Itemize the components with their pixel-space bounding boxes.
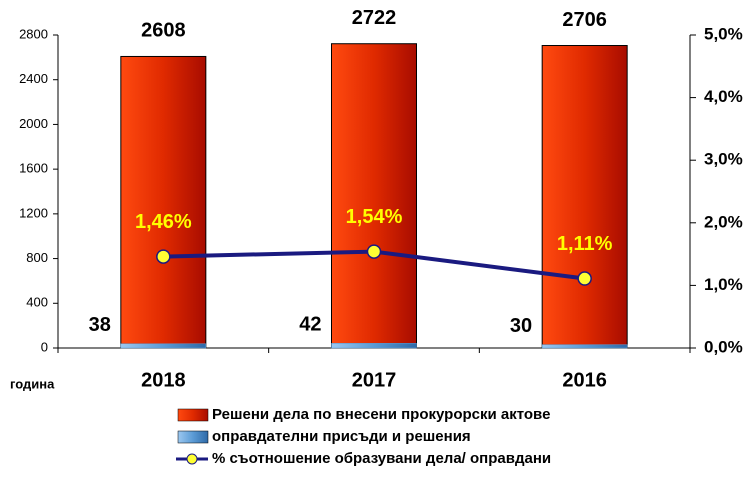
x-tick-label: 2016 bbox=[562, 369, 607, 391]
y-tick-label: 400 bbox=[26, 295, 48, 310]
data-label: 2608 bbox=[141, 20, 186, 42]
data-label: 30 bbox=[510, 315, 532, 337]
y2-tick-label: 4,0% bbox=[704, 87, 743, 106]
y-tick-label: 2800 bbox=[19, 26, 48, 41]
y-tick-label: 1600 bbox=[19, 161, 48, 176]
y-tick-label: 2400 bbox=[19, 71, 48, 86]
legend-label: оправдателни присъди и решения bbox=[212, 428, 471, 445]
data-label: 2722 bbox=[352, 7, 397, 29]
y-tick-label: 2000 bbox=[19, 116, 48, 131]
x-tick-label: 2017 bbox=[352, 369, 397, 391]
line-marker bbox=[577, 271, 592, 286]
data-label: 1,46% bbox=[135, 211, 192, 233]
y2-tick-label: 2,0% bbox=[704, 212, 743, 231]
legend-label: % съотношение образувани дела/ оправдани bbox=[212, 450, 551, 467]
bar bbox=[331, 343, 417, 349]
y2-tick-label: 5,0% bbox=[704, 24, 743, 43]
y2-tick-label: 1,0% bbox=[704, 275, 743, 294]
line-marker bbox=[366, 244, 382, 259]
data-label: 2706 bbox=[562, 9, 607, 31]
y-tick-label: 0 bbox=[41, 339, 48, 354]
legend-swatch bbox=[177, 430, 209, 444]
bar bbox=[120, 55, 207, 349]
legend-swatch bbox=[177, 408, 209, 422]
y-tick-label: 1200 bbox=[19, 205, 48, 220]
bar bbox=[331, 43, 417, 349]
data-label: 1,11% bbox=[557, 233, 613, 255]
bar bbox=[541, 344, 628, 349]
data-label: 42 bbox=[299, 314, 321, 336]
bar bbox=[120, 343, 207, 349]
y-tick-label: 800 bbox=[26, 250, 48, 265]
legend-label: Решени дела по внесени прокурорски актов… bbox=[212, 406, 550, 423]
x-tick-label: 2018 bbox=[141, 369, 186, 391]
data-label: 1,54% bbox=[346, 206, 403, 228]
legend-marker bbox=[186, 453, 198, 465]
y2-tick-label: 0,0% bbox=[704, 337, 743, 356]
x-axis-label: година bbox=[10, 376, 55, 391]
line-marker bbox=[156, 249, 171, 264]
bar bbox=[541, 45, 628, 349]
y2-tick-label: 3,0% bbox=[704, 150, 743, 169]
data-label: 38 bbox=[89, 314, 111, 336]
